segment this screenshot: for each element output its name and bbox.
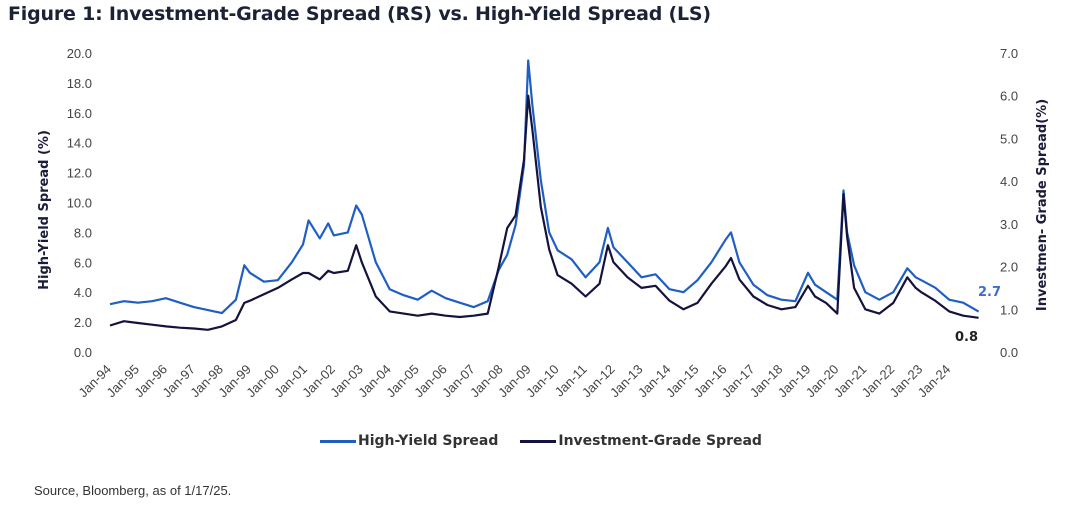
spread-chart: 0.02.04.06.08.010.012.014.016.018.020.0 … xyxy=(37,46,1050,401)
right-tick-label: 0.0 xyxy=(1000,345,1018,360)
legend-label-investment-grade: Investment-Grade Spread xyxy=(558,433,762,449)
legend-item-high-yield: High-Yield Spread xyxy=(320,433,498,449)
legend-item-investment-grade: Investment-Grade Spread xyxy=(520,433,762,449)
left-tick-label: 18.0 xyxy=(67,76,92,91)
right-tick-label: 1.0 xyxy=(1000,302,1018,317)
left-axis-title: High-Yield Spread (%) xyxy=(37,130,52,290)
left-tick-label: 8.0 xyxy=(74,225,92,240)
right-tick-label: 3.0 xyxy=(1000,217,1018,232)
left-axis-ticks: 0.0 2.0 4.0 6.0 8.0 10.0 12.0 14.0 16.0 18.0 20.0 xyxy=(67,46,92,360)
right-tick-label: 5.0 xyxy=(1000,131,1018,146)
right-tick-label: 7.0 xyxy=(1000,46,1018,61)
right-axis-title: Investmen- Grade Spread(%) xyxy=(1035,99,1050,311)
left-tick-label: 2.0 xyxy=(74,315,92,330)
investment-grade-end-label: 0.8 xyxy=(955,330,978,345)
legend: High-Yield Spread Investment-Grade Sprea… xyxy=(320,433,784,449)
left-tick-label: 12.0 xyxy=(67,166,92,181)
right-tick-label: 2.0 xyxy=(1000,260,1018,275)
right-axis-ticks: 0.0 1.0 2.0 3.0 4.0 5.0 6.0 7.0 xyxy=(1000,46,1018,360)
legend-label-high-yield: High-Yield Spread xyxy=(358,433,499,449)
left-tick-label: 4.0 xyxy=(74,285,92,300)
investment-grade-spread-line xyxy=(109,94,979,331)
investment-grade-swatch xyxy=(520,439,557,443)
right-tick-label: 4.0 xyxy=(1000,174,1018,189)
x-axis-ticks: Jan-94Jan-95Jan-96Jan-97Jan-98Jan-99Jan-… xyxy=(75,362,953,401)
left-tick-label: 16.0 xyxy=(67,106,92,121)
left-tick-label: 10.0 xyxy=(67,196,92,211)
high-yield-swatch xyxy=(320,439,356,443)
high-yield-end-label: 2.7 xyxy=(978,285,1001,300)
source-note: Source, Bloomberg, as of 1/17/25. xyxy=(34,483,232,498)
high-yield-spread-line xyxy=(109,59,980,315)
chart-title: Figure 1: Investment-Grade Spread (RS) v… xyxy=(8,3,711,25)
left-tick-label: 6.0 xyxy=(74,255,92,270)
left-tick-label: 0.0 xyxy=(74,345,92,360)
left-tick-label: 14.0 xyxy=(67,136,92,151)
left-tick-label: 20.0 xyxy=(67,46,92,61)
right-tick-label: 6.0 xyxy=(1000,89,1018,104)
